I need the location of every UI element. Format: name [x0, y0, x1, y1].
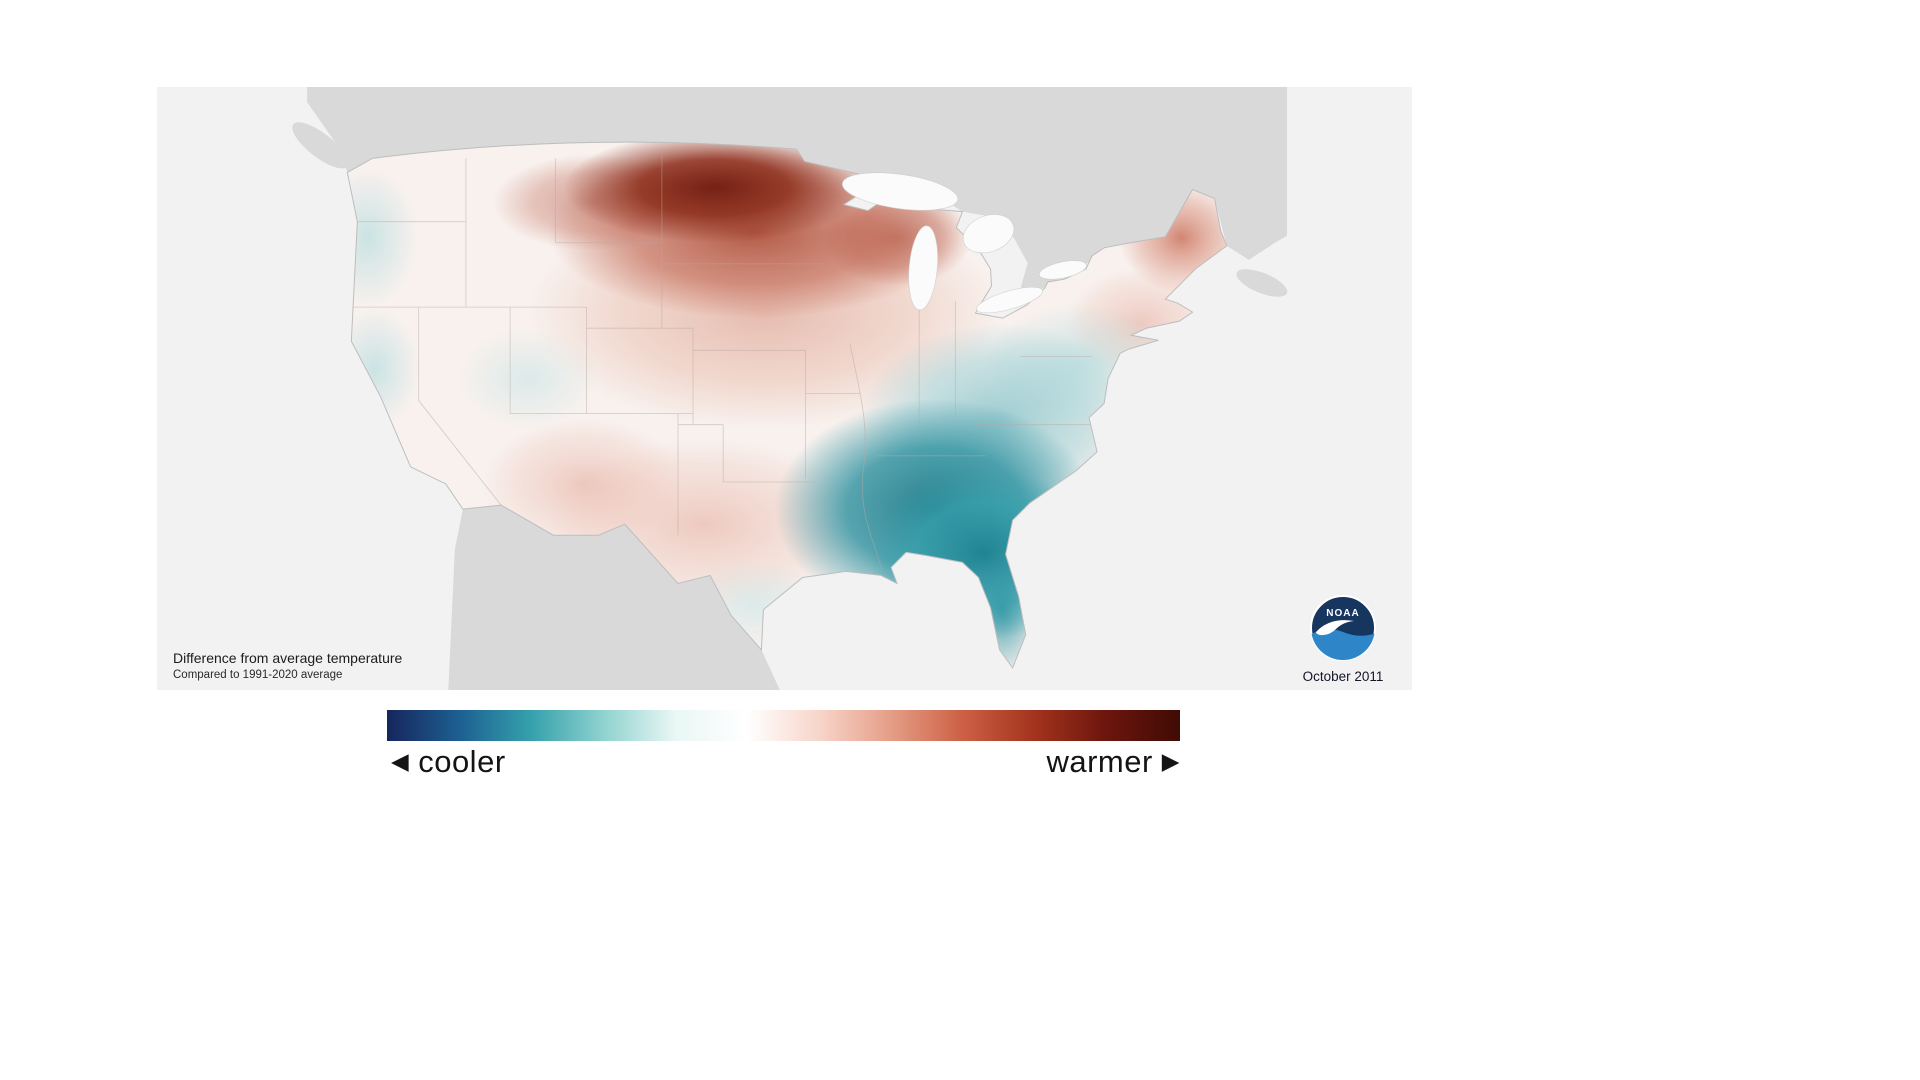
legend-cooler-label: ◀ cooler	[391, 744, 506, 780]
caption-title: Difference from average temperature	[173, 650, 403, 667]
warmer-text: warmer	[1046, 744, 1153, 779]
lake-huron	[962, 214, 1015, 254]
lake-michigan	[908, 225, 938, 311]
date-label: October 2011	[1302, 669, 1384, 684]
vancouver-island	[292, 122, 349, 169]
cooler-arrow-icon: ◀	[391, 748, 410, 774]
legend-gradient-bar	[387, 710, 1180, 741]
map-caption: Difference from average temperature Comp…	[173, 650, 402, 682]
warmer-arrow-icon: ▶	[1161, 748, 1180, 774]
us-temperature-anomaly-map	[292, 87, 1288, 690]
lake-ontario	[1038, 260, 1087, 280]
cooler-text: cooler	[418, 744, 506, 779]
legend-warmer-label: warmer ▶	[1046, 744, 1180, 780]
canada-landmass	[307, 87, 1287, 294]
caption-subtitle: Compared to 1991-2020 average	[173, 668, 343, 681]
map-panel: Difference from average temperature Comp…	[157, 87, 1412, 690]
nova-scotia	[1236, 269, 1288, 297]
lake-erie	[976, 286, 1043, 314]
noaa-logo-icon: NOAA	[1310, 595, 1376, 661]
great-lakes	[842, 172, 1087, 314]
state-borders	[352, 149, 1097, 570]
mexico-landmass	[448, 505, 780, 690]
noaa-logo-text: NOAA	[1326, 608, 1359, 619]
noaa-attribution: NOAA October 2011	[1288, 595, 1398, 684]
lake-superior	[842, 172, 959, 211]
